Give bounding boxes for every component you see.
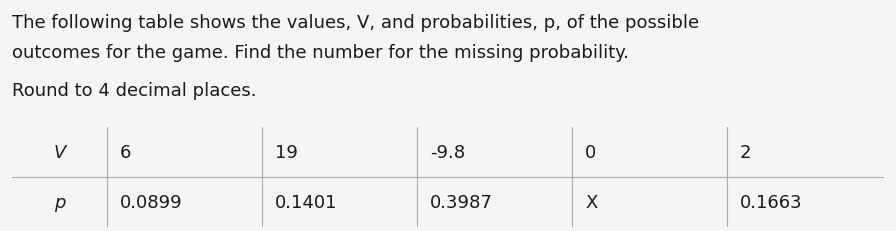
Text: p: p — [54, 193, 65, 211]
Text: outcomes for the game. Find the number for the missing probability.: outcomes for the game. Find the number f… — [12, 44, 629, 62]
Text: V: V — [54, 143, 65, 161]
Text: 0.3987: 0.3987 — [430, 193, 493, 211]
Text: X: X — [585, 193, 598, 211]
Text: 0.1401: 0.1401 — [275, 193, 338, 211]
Text: 0: 0 — [585, 143, 597, 161]
Text: 19: 19 — [275, 143, 298, 161]
Text: 0.1663: 0.1663 — [740, 193, 803, 211]
Text: -9.8: -9.8 — [430, 143, 465, 161]
Text: Round to 4 decimal places.: Round to 4 decimal places. — [12, 82, 256, 100]
Text: 2: 2 — [740, 143, 752, 161]
Text: 0.0899: 0.0899 — [120, 193, 183, 211]
Text: The following table shows the values, V, and probabilities, p, of the possible: The following table shows the values, V,… — [12, 14, 699, 32]
Text: 6: 6 — [120, 143, 132, 161]
